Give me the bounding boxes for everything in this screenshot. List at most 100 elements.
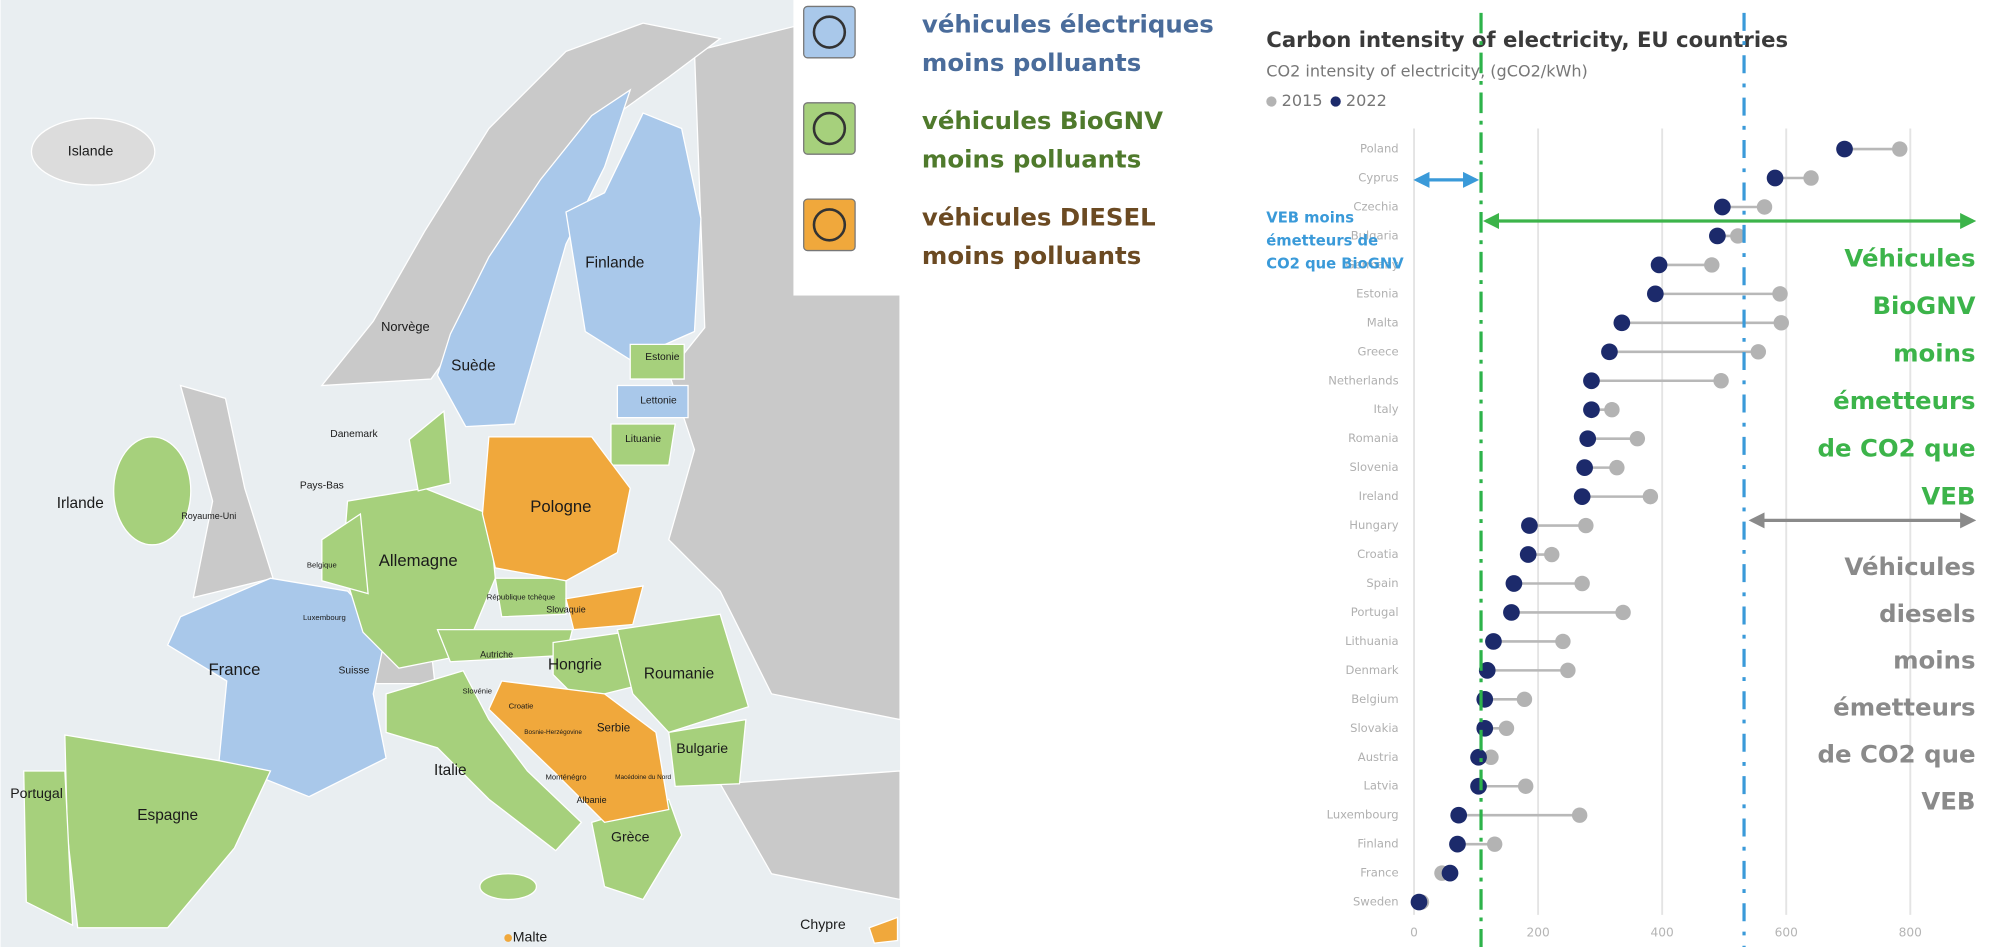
x-tick-label: 0 — [1410, 925, 1418, 939]
country-biognv — [113, 436, 192, 546]
country-label: Islande — [68, 142, 114, 158]
dot — [1574, 575, 1590, 592]
country-label: Danemark — [330, 429, 378, 440]
dot — [1750, 344, 1767, 360]
category-label: Estonia — [1356, 286, 1399, 300]
chart-background — [1253, 0, 2016, 947]
country-label: Belgique — [307, 560, 337, 569]
country-label: Norvège — [381, 319, 430, 334]
dot — [1892, 141, 1908, 157]
dot — [1503, 604, 1520, 621]
dot — [1476, 719, 1494, 737]
dot — [1573, 488, 1591, 505]
dot — [1450, 806, 1468, 824]
dot — [1604, 402, 1620, 418]
x-tick-label: 800 — [1899, 925, 1922, 939]
country-diesel — [504, 934, 513, 942]
country-label: Suède — [451, 357, 496, 374]
country-label: France — [208, 660, 260, 679]
category-label: Czechia — [1353, 199, 1398, 213]
dot — [1629, 430, 1646, 447]
dot — [1713, 198, 1731, 216]
legend-icon — [803, 5, 856, 59]
x-tick-label: 600 — [1775, 925, 1798, 939]
legend-marker — [1330, 96, 1341, 107]
land-non-eu — [719, 770, 901, 901]
category-label: Austria — [1358, 750, 1399, 764]
dot — [1571, 807, 1588, 823]
annotation: émetteurs de — [1266, 233, 1378, 250]
dot — [1836, 140, 1853, 158]
category-label: Hungary — [1349, 518, 1398, 532]
legend-text: véhicules électriques — [922, 10, 1214, 39]
legend-icon-symbol — [812, 15, 847, 49]
country-biognv — [610, 423, 676, 466]
country-label: Suisse — [339, 665, 370, 676]
dot — [1449, 835, 1466, 853]
legend: véhicules électriques moins polluants véhi… — [803, 5, 1214, 270]
category-label: Malta — [1367, 315, 1399, 329]
annotation: Véhicules — [1844, 244, 1975, 273]
country-biognv — [479, 873, 538, 901]
country-label: Portugal — [10, 785, 63, 801]
dot — [1772, 286, 1788, 302]
dot — [1486, 836, 1503, 852]
country-label: Croatie — [509, 702, 534, 711]
country-label: Royaume-Uni — [181, 511, 236, 521]
dot — [1704, 257, 1720, 273]
legend-text: moins polluants — [922, 145, 1141, 174]
chart: 0 200 400 600 800 2015 2022 Poland Cyprus Czechia… — [1266, 12, 1977, 947]
dot — [1517, 778, 1534, 794]
legend-icon-symbol — [812, 111, 847, 146]
country-electric — [616, 384, 689, 419]
dot — [1505, 575, 1523, 592]
dot — [1766, 169, 1784, 187]
category-label: Belgium — [1351, 692, 1398, 706]
category-label: Italy — [1374, 402, 1399, 416]
dot — [1470, 777, 1487, 795]
country-biognv — [629, 343, 685, 380]
x-tick-label: 400 — [1651, 925, 1674, 939]
country-label: Albanie — [577, 795, 607, 805]
country-label: Pologne — [530, 497, 591, 516]
country-label: Slovénie — [463, 686, 492, 695]
country-label: Pays-Bas — [300, 480, 344, 491]
country-label: Lettonie — [640, 396, 677, 407]
country-label: Monténégro — [545, 772, 586, 781]
legend-text: moins polluants — [922, 241, 1141, 270]
category-label: Ireland — [1359, 489, 1399, 503]
annotation: émetteurs — [1833, 693, 1975, 722]
legend-label: 2022 — [1346, 91, 1387, 110]
country-label: Malte — [513, 929, 548, 945]
country-label: Irlande — [57, 495, 104, 512]
dot — [1773, 315, 1789, 331]
legend-icon — [803, 102, 856, 155]
country-biognv — [668, 718, 747, 788]
dot — [1642, 488, 1659, 505]
annotation: CO2 que BioGNV — [1266, 256, 1404, 273]
chart-subtitle: CO2 intensity of electricity, (gCO2/kWh) — [1266, 61, 1588, 80]
dot — [1498, 720, 1515, 737]
dot — [1583, 372, 1600, 390]
category-label: Luxembourg — [1327, 808, 1399, 822]
category-label: Bulgaria — [1351, 228, 1399, 242]
category-label: Denmark — [1346, 663, 1399, 677]
dot — [1583, 401, 1600, 419]
category-label: Sweden — [1353, 895, 1399, 909]
chart-title: Carbon intensity of electricity, EU coun… — [1266, 27, 1788, 52]
country-label: Grèce — [611, 829, 650, 845]
annotation: moins — [1893, 339, 1975, 368]
dot — [1646, 285, 1664, 303]
country-label: Italie — [434, 762, 467, 779]
category-label: Latvia — [1363, 779, 1398, 793]
annotation: diesels — [1879, 599, 1975, 628]
category-label: Slovakia — [1350, 721, 1398, 735]
annotation: moins — [1893, 646, 1975, 675]
dot — [1730, 228, 1746, 244]
dot — [1578, 517, 1594, 534]
land-non-eu — [30, 117, 156, 186]
country-diesel — [481, 436, 631, 582]
annotation: VEB — [1921, 786, 1975, 815]
dot — [1756, 199, 1773, 215]
dot — [1560, 662, 1576, 679]
